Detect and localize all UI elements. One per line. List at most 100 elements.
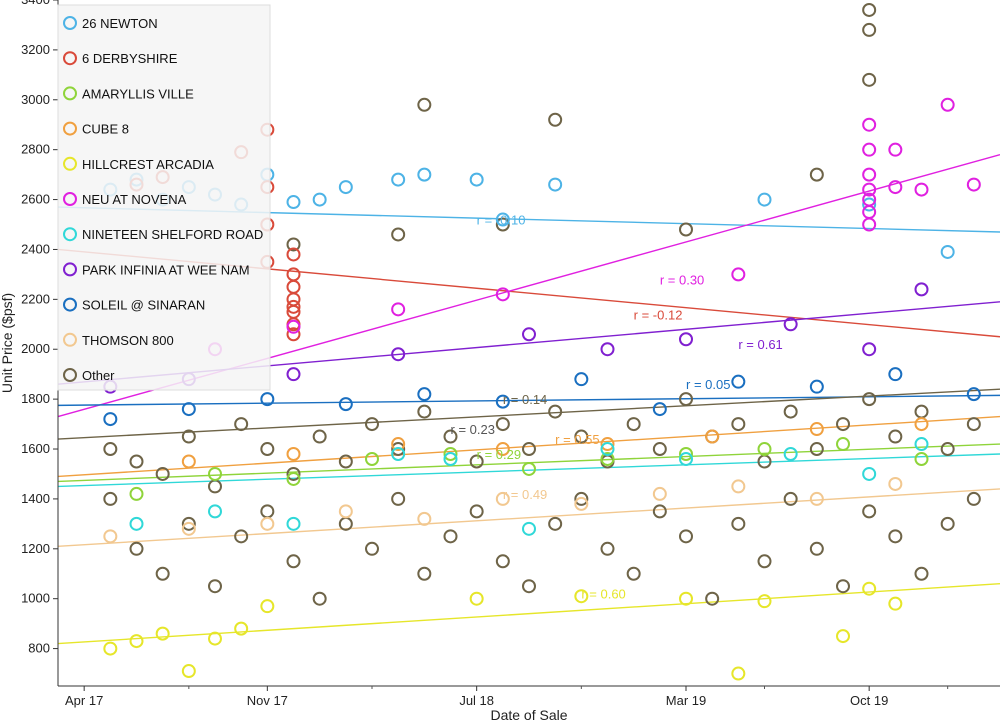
data-point [417,404,432,419]
legend-marker [63,51,77,66]
x-ticks: Apr 17 Nov 17 Jul 18 Mar 19 Oct 19 [65,686,949,708]
r-label: r = 0.14 [503,392,547,407]
data-point [391,447,406,462]
data-point [600,342,615,357]
legend-marker [63,121,77,136]
data-point [391,347,406,362]
r-label: r = 0.23 [451,422,495,437]
data-point [862,2,877,17]
data-point [652,442,667,457]
data-point [914,417,929,432]
data-point [731,666,746,681]
data-point [155,626,170,641]
data-point [495,212,510,227]
y-tick-label: 2800 [21,142,50,157]
data-point [522,521,536,536]
data-point [469,454,484,469]
data-point [548,404,563,419]
data-point [417,566,432,581]
data-point [888,429,903,444]
data-point [522,327,536,342]
data-point [391,227,406,242]
data-point [731,417,746,432]
y-tick-label: 3400 [21,0,50,7]
r-label: r = 0.30 [660,272,704,287]
data-point [103,641,118,656]
data-point [103,442,118,457]
data-point [286,554,301,569]
data-point [312,591,327,606]
data-point [600,451,615,466]
data-point [652,504,667,519]
data-point [966,387,981,402]
data-point [862,197,877,212]
legend-marker [63,16,77,30]
data-point [914,282,929,297]
y-tick-label: 1000 [21,591,50,606]
data-point [338,504,353,519]
trend-line [57,388,1000,440]
data-point [103,529,118,544]
data-point [391,302,406,317]
data-point [260,442,275,457]
data-point [469,591,484,606]
data-point [286,327,301,342]
legend-marker [63,262,77,277]
data-point [417,387,432,402]
data-point [600,437,615,452]
data-point [966,417,981,432]
data-point [129,634,144,649]
y-tick-label: 1600 [21,441,50,456]
data-point [234,621,249,636]
data-point [181,664,196,679]
data-point [600,541,615,556]
data-point [286,299,301,314]
data-point [705,591,720,606]
data-point [862,342,877,357]
data-point [208,504,222,519]
x-tick-label: Apr 17 [65,693,103,708]
data-point [862,466,877,481]
x-tick-label: Mar 19 [666,693,706,708]
data-point [391,442,406,457]
data-point [783,404,798,419]
r-label: r = 0.60 [581,587,625,602]
data-point [548,516,563,531]
trend-line [57,583,1000,645]
data-point [757,442,772,457]
data-point [914,182,929,197]
data-point [783,317,798,332]
y-ticks: 800 1000 1200 1400 1600 1800 2000 2200 2400 2600 2… [21,0,58,656]
legend-label: HILLCREST ARCADIA [82,157,214,172]
data-point [286,195,301,210]
data-point [574,589,589,604]
data-point [809,541,824,556]
legend-label: 26 NEWTON [82,16,158,31]
data-point [155,566,170,581]
data-point [181,516,196,531]
data-point [495,491,510,506]
data-point [679,332,693,347]
y-tick-label: 1800 [21,391,50,406]
r-label: r = -0.12 [634,307,683,322]
data-point [757,594,772,609]
data-point [129,454,144,469]
data-point [836,437,850,452]
legend-marker [63,297,77,312]
data-point [940,97,955,112]
r-label: r = 0.29 [477,447,521,462]
data-point [600,442,615,457]
data-point [338,454,353,469]
data-point [286,447,301,462]
data-point [836,417,850,432]
data-point [365,451,379,466]
data-point [862,142,877,157]
data-point [862,217,877,232]
data-point [495,394,510,409]
legend-label: Other [82,368,115,383]
x-tick-label: Nov 17 [247,693,288,708]
data-point [208,466,222,481]
data-point [809,442,824,457]
data-point [181,429,196,444]
data-point [940,442,955,457]
